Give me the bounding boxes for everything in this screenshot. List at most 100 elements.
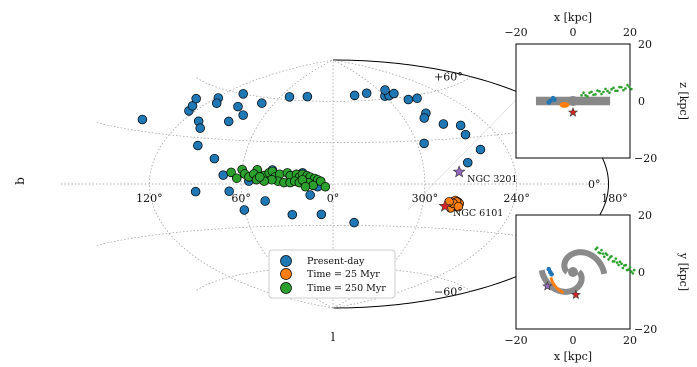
present-day-point bbox=[361, 88, 372, 99]
present-day-point bbox=[191, 93, 201, 104]
xz-250myr-point bbox=[586, 95, 589, 98]
b-tick-label: −60° bbox=[434, 285, 463, 298]
xy-250myr-point bbox=[614, 257, 618, 260]
present-day-point bbox=[239, 205, 250, 215]
xy-250myr-point bbox=[627, 268, 630, 271]
xz-25myr-points bbox=[559, 101, 570, 108]
xy-250myr-point bbox=[630, 270, 633, 273]
l-tick-label: 120° bbox=[136, 192, 163, 205]
xz-ytick-bottom: −20 bbox=[634, 152, 657, 165]
xz-250myr-point bbox=[624, 87, 627, 90]
l-tick-label: 300° bbox=[412, 192, 439, 205]
xy-250myr-point bbox=[618, 260, 622, 264]
xy-xlabel: x [kpc] bbox=[554, 350, 592, 363]
xz-250myr-point bbox=[580, 94, 583, 97]
b-tick-label: +60° bbox=[434, 71, 463, 84]
xz-xtick-left: −20 bbox=[504, 26, 527, 39]
latitude-gridline bbox=[96, 121, 572, 144]
xz-250myr-point bbox=[618, 85, 621, 89]
xy-250myr-point bbox=[598, 251, 602, 255]
xz-250myr-point bbox=[582, 91, 585, 94]
present-day-point bbox=[305, 190, 315, 200]
l-tick-label: 0° bbox=[327, 192, 340, 205]
xy-ylabel: y [kpc] bbox=[677, 252, 690, 291]
xz-250myr-point bbox=[596, 89, 599, 92]
present-day-point bbox=[137, 114, 148, 125]
xz-250myr-point bbox=[602, 90, 605, 94]
present-day-point bbox=[284, 92, 295, 102]
present-day-point bbox=[316, 209, 327, 220]
xy-xtick-right: 20 bbox=[623, 334, 637, 347]
xz-250myr-point bbox=[604, 87, 607, 91]
xz-250myr-point bbox=[592, 93, 595, 97]
xy-panel: −20 0 20 x [kpc] 20 0 −20 y [kpc] bbox=[504, 209, 690, 363]
present-day-point bbox=[455, 120, 466, 131]
galactic-bulge bbox=[567, 96, 579, 106]
xy-250myr-point bbox=[624, 263, 628, 267]
legend-label-present-day: Present-day bbox=[307, 256, 365, 267]
xy-250myr-point bbox=[632, 268, 636, 272]
xy-25myr-points bbox=[549, 277, 565, 295]
xy-present-day-point bbox=[546, 266, 552, 272]
xy-ytick-mid: 0 bbox=[638, 266, 645, 279]
latitude-gridline bbox=[96, 224, 572, 247]
xz-250myr-point bbox=[584, 93, 587, 97]
present-day-point bbox=[475, 144, 486, 155]
present-day-point bbox=[349, 90, 360, 101]
xz-250myr-point bbox=[614, 89, 617, 93]
time-250myr-point bbox=[226, 167, 236, 178]
xz-250myr-point bbox=[628, 85, 631, 89]
xz-present-day-point bbox=[546, 100, 552, 105]
l-axis-label: l bbox=[331, 330, 335, 344]
xy-ngc3201-star bbox=[542, 280, 553, 291]
xz-250myr-point bbox=[630, 87, 633, 91]
xz-250myr-point bbox=[594, 93, 597, 96]
present-day-point bbox=[380, 85, 390, 95]
xz-content bbox=[535, 83, 633, 117]
xy-250myr-point bbox=[601, 252, 605, 255]
present-day-point bbox=[463, 157, 473, 168]
time-250myr-point bbox=[267, 175, 277, 185]
xy-250myr-point bbox=[605, 253, 609, 257]
sky-points: NGC 3201 NGC 6101 bbox=[137, 85, 518, 228]
xz-xtick-mid: 0 bbox=[570, 26, 577, 39]
xy-ytick-bottom: −20 bbox=[634, 323, 657, 336]
galactic-bulge bbox=[568, 267, 578, 277]
time-250myr-point bbox=[231, 173, 242, 183]
xz-250myr-point bbox=[588, 91, 591, 95]
ngc3201-label: NGC 3201 bbox=[467, 174, 517, 185]
latitude-gridline bbox=[195, 76, 471, 102]
time-250myr-point bbox=[300, 182, 311, 192]
legend-marker-250myr bbox=[280, 282, 292, 294]
spiral-arm bbox=[538, 269, 585, 295]
time-250myr-point bbox=[320, 182, 331, 192]
legend-label-250myr: Time = 250 Myr bbox=[307, 283, 386, 294]
xz-panel: x [kpc] −20 0 20 20 0 −20 z [kpc] bbox=[504, 11, 690, 165]
present-day-point bbox=[349, 217, 359, 228]
xy-250myr-point bbox=[600, 248, 603, 252]
xy-250myr-point bbox=[610, 255, 613, 258]
xz-xtick-right: 20 bbox=[623, 26, 637, 39]
present-day-point bbox=[223, 116, 234, 127]
xy-content bbox=[538, 246, 636, 300]
ngc6101-label: NGC 6101 bbox=[453, 208, 503, 219]
xy-present-day-point bbox=[549, 271, 554, 277]
present-day-point bbox=[419, 138, 429, 149]
time-25myr-point bbox=[453, 201, 464, 212]
l-tick-label: 240° bbox=[503, 192, 530, 205]
present-day-point bbox=[238, 110, 248, 120]
xz-250myr-point bbox=[610, 88, 613, 91]
xz-250myr-point bbox=[612, 86, 615, 90]
xy-250myr-point bbox=[607, 258, 610, 261]
xy-ytick-top: 20 bbox=[638, 209, 652, 222]
legend: Present-day Time = 25 Myr Time = 250 Myr bbox=[268, 249, 396, 299]
xz-xlabel: x [kpc] bbox=[554, 11, 592, 24]
spiral-arm bbox=[561, 249, 608, 275]
xy-250myr-point bbox=[617, 263, 620, 267]
present-day-point bbox=[211, 98, 222, 108]
legend-marker-present-day bbox=[280, 255, 292, 267]
present-day-point bbox=[224, 186, 234, 197]
l-tick-label: 180° bbox=[601, 192, 628, 205]
xy-250myr-point bbox=[620, 262, 623, 265]
present-day-point bbox=[403, 94, 414, 105]
